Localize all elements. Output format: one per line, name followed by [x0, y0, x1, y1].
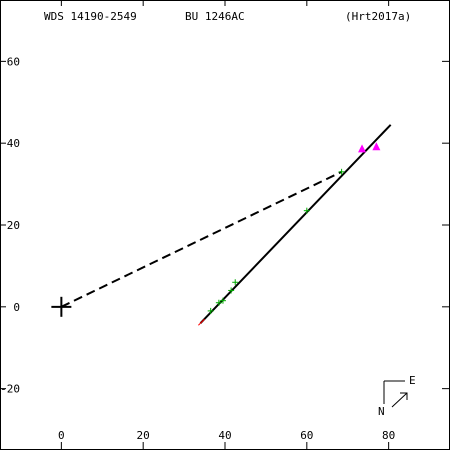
compass: E N: [378, 374, 416, 418]
y-tick-label: 0: [13, 301, 20, 314]
observation-triangle-marker: [372, 142, 381, 151]
y-tick-label: -20: [0, 383, 20, 396]
x-tick-label: 0: [58, 429, 65, 442]
header-discoverer: BU 1246AC: [185, 10, 245, 23]
observation-plus-marker: [215, 299, 222, 306]
compass-motion-arrow: [391, 392, 408, 408]
observation-plus-marker: [219, 297, 226, 304]
observation-plus-marker: [228, 287, 235, 294]
observation-plus-marker: [207, 307, 214, 314]
header-reference: (Hrt2017a): [345, 10, 411, 23]
compass-north-label: N: [378, 405, 385, 418]
y-tick-label: 20: [7, 219, 20, 232]
observation-plus-marker: [338, 168, 345, 175]
observation-plus-marker: [232, 279, 239, 286]
y-tick-label: 60: [7, 55, 20, 68]
observation-triangle-marker: [358, 144, 367, 153]
y-tick-label: 40: [7, 137, 20, 150]
data-marks: [207, 142, 381, 314]
x-tick-label: 40: [218, 429, 231, 442]
x-tick-label: 20: [137, 429, 150, 442]
orbit-start-segment: [198, 318, 205, 326]
x-tick-label: 60: [300, 429, 313, 442]
compass-arrow-head: [400, 392, 408, 400]
primary-to-secondary-dashed-line: [60, 170, 343, 308]
observation-plus-marker: [303, 207, 310, 214]
compass-east-label: E: [409, 374, 416, 387]
header-wds: WDS 14190-2549: [44, 10, 137, 23]
x-tick-label: 80: [382, 429, 395, 442]
